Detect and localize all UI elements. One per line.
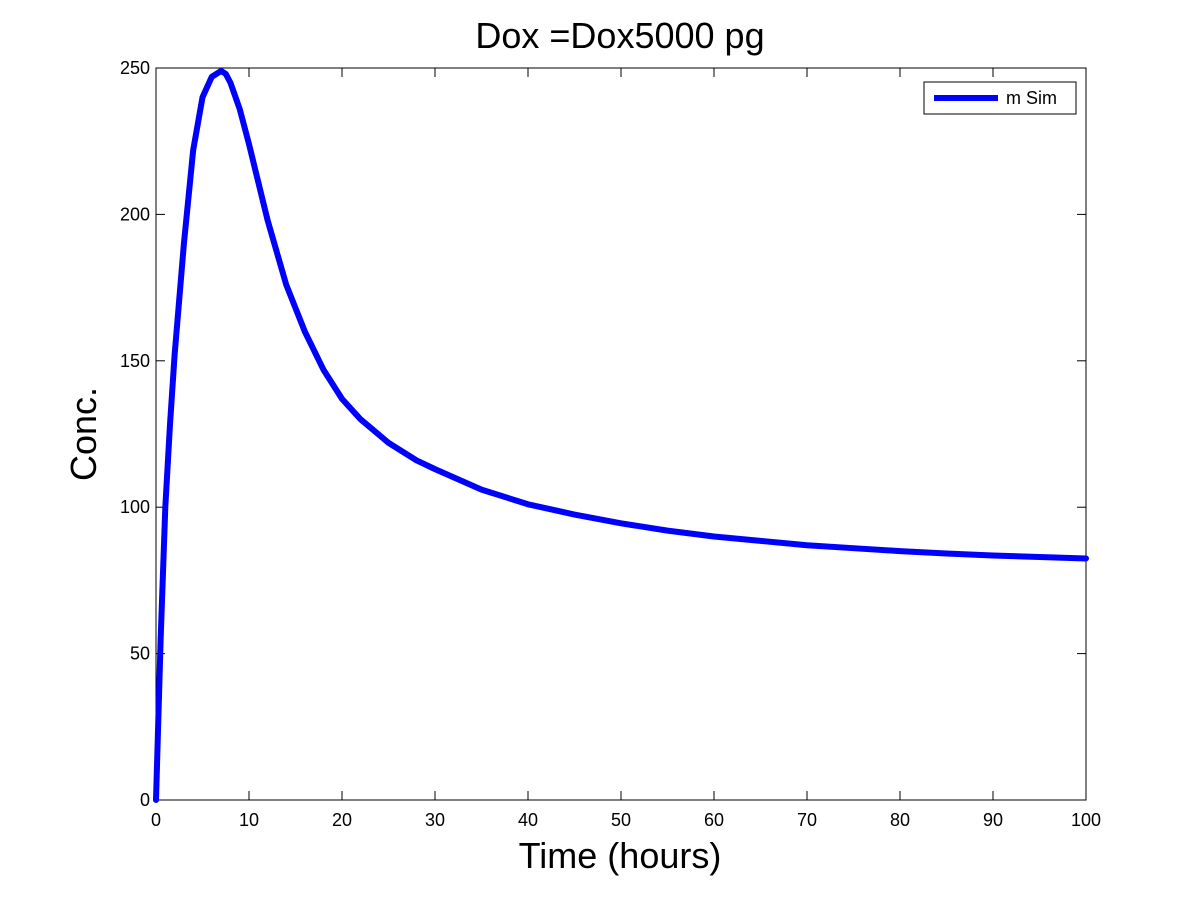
legend-label: m Sim	[1006, 88, 1057, 108]
plot-area	[155, 67, 1087, 801]
y-tick-label: 200	[120, 204, 150, 224]
legend: m Sim	[923, 81, 1077, 115]
x-tick-label: 0	[151, 810, 161, 830]
chart-title: Dox =Dox5000 pg	[475, 15, 764, 56]
series-layer	[153, 67, 1089, 803]
y-tick-label: 150	[120, 351, 150, 371]
x-axis-ticks: 0 10 20 30 40 50 60 70 80 90 100	[151, 68, 1101, 830]
x-tick-label: 40	[518, 810, 538, 830]
x-tick-label: 60	[704, 810, 724, 830]
y-tick-label: 0	[140, 790, 150, 810]
y-tick-label: 250	[120, 58, 150, 78]
x-tick-label: 80	[890, 810, 910, 830]
y-tick-label: 50	[130, 644, 150, 664]
series-line-0	[153, 67, 1089, 803]
y-tick-label: 100	[120, 497, 150, 517]
x-tick-label: 70	[797, 810, 817, 830]
x-tick-label: 50	[611, 810, 631, 830]
x-tick-label: 10	[239, 810, 259, 830]
y-axis-label: Conc.	[63, 387, 104, 481]
x-axis-label: Time (hours)	[519, 835, 722, 876]
x-tick-label: 30	[425, 810, 445, 830]
y-axis-ticks: 0 50 100 150 200 250	[120, 58, 1086, 810]
x-tick-label: 90	[983, 810, 1003, 830]
x-tick-label: 20	[332, 810, 352, 830]
plot-frame	[155, 67, 1087, 801]
x-tick-label: 100	[1071, 810, 1101, 830]
